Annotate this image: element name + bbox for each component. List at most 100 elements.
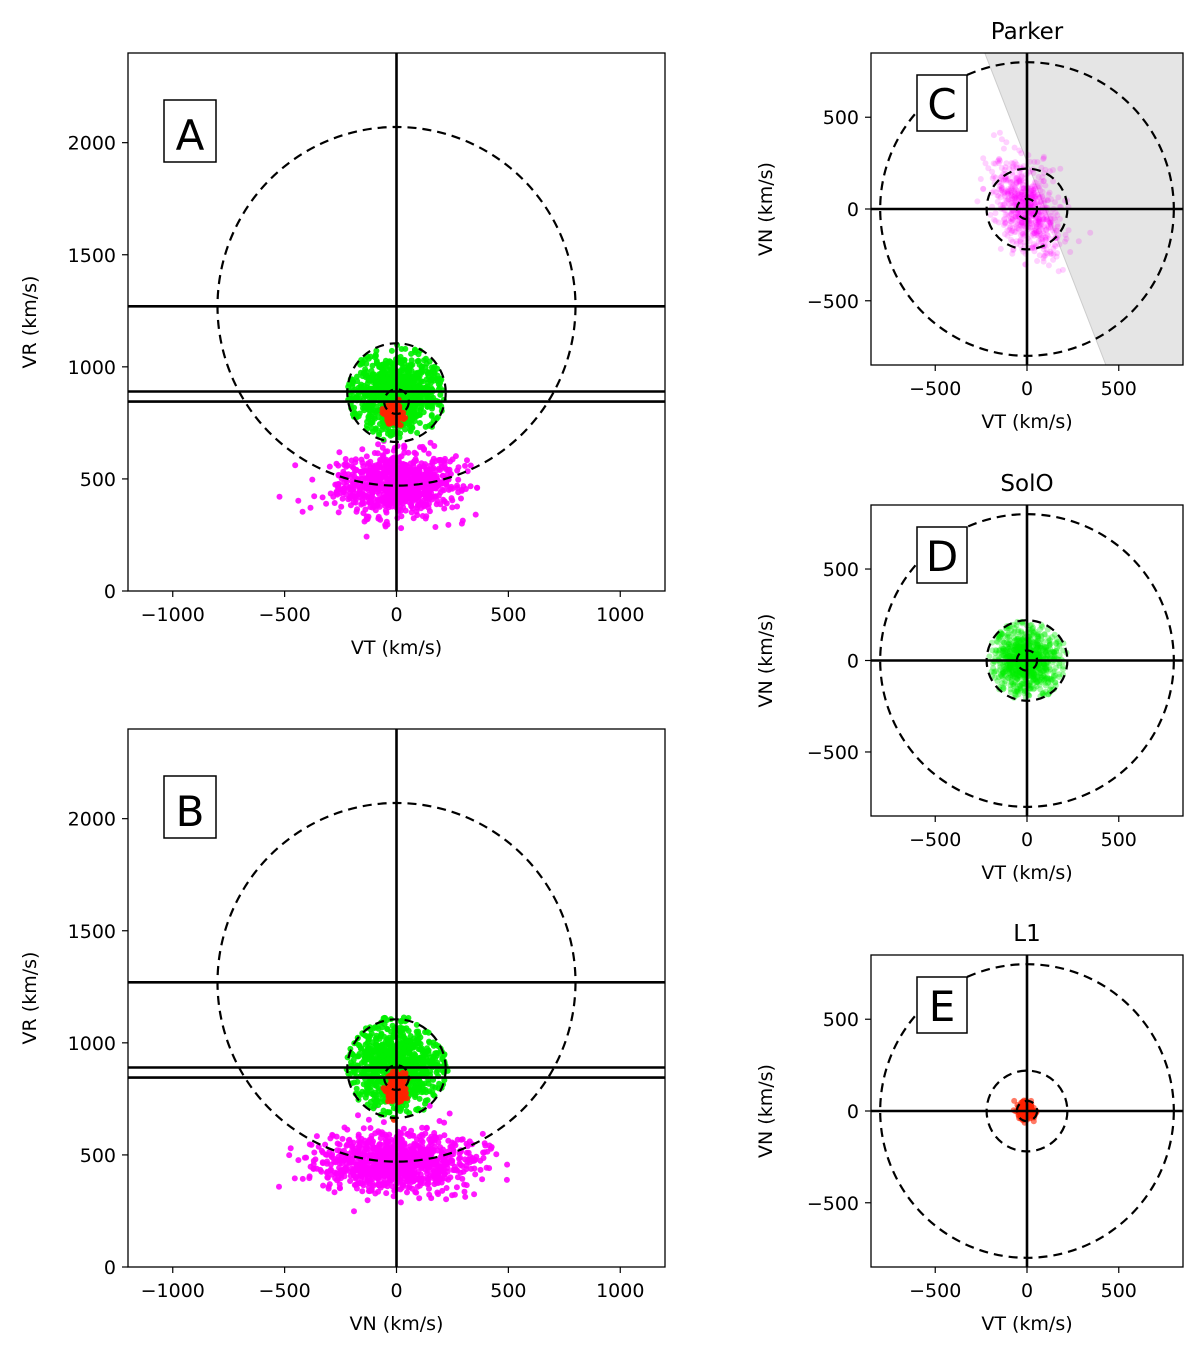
y-axis-label: VN (km/s) [755, 162, 777, 256]
data-point [348, 1165, 355, 1172]
data-point [422, 355, 429, 362]
data-point [1015, 628, 1022, 635]
data-point [1013, 241, 1020, 247]
data-point [1012, 180, 1019, 187]
data-point [384, 1039, 391, 1046]
data-point [453, 1184, 460, 1191]
data-point [1004, 227, 1011, 234]
data-point [1009, 185, 1016, 192]
y-tick-label: 1000 [68, 357, 116, 379]
data-point [408, 503, 415, 510]
data-point [1014, 640, 1021, 647]
data-point [347, 1159, 354, 1166]
x-tick-label: 1000 [596, 1280, 644, 1302]
data-point [992, 160, 999, 167]
data-point [375, 515, 382, 522]
data-point [1019, 184, 1026, 191]
data-point [1031, 230, 1038, 236]
data-point [1019, 189, 1026, 196]
data-point [368, 377, 375, 384]
data-point [1028, 233, 1035, 239]
data-point [1042, 250, 1049, 256]
data-point [357, 468, 364, 475]
data-point [406, 1184, 413, 1190]
data-point [1009, 195, 1016, 202]
data-point [397, 1199, 404, 1206]
data-point [386, 366, 393, 373]
data-point [997, 663, 1004, 670]
data-point [373, 380, 380, 387]
data-point [1019, 202, 1025, 209]
data-point [1033, 221, 1040, 228]
data-point [1010, 199, 1017, 206]
data-point [307, 504, 314, 511]
data-point [1032, 227, 1039, 234]
data-point [368, 367, 375, 374]
data-point [1028, 185, 1034, 192]
data-point [459, 1163, 466, 1169]
data-point [449, 1157, 456, 1164]
data-point [276, 493, 283, 500]
data-point [1043, 231, 1050, 238]
data-point [375, 392, 382, 399]
data-point [411, 347, 418, 354]
data-point [1020, 182, 1027, 188]
data-point [403, 1173, 410, 1180]
data-point [1011, 193, 1017, 200]
data-point [373, 501, 380, 508]
data-point [1006, 212, 1013, 219]
data-point [398, 513, 405, 520]
data-point [1005, 196, 1012, 203]
data-point [1037, 236, 1044, 243]
data-point [1012, 198, 1019, 205]
data-point [459, 517, 466, 524]
data-point [428, 1163, 435, 1170]
data-point [306, 1173, 313, 1180]
data-point [1014, 688, 1021, 695]
data-point [1016, 641, 1023, 648]
data-point [1050, 672, 1057, 679]
data-point [1017, 209, 1024, 216]
data-point [445, 1137, 452, 1144]
data-point [1013, 194, 1020, 201]
data-point [1038, 198, 1044, 205]
data-point [335, 509, 342, 516]
data-point [292, 462, 299, 469]
data-point [419, 1138, 426, 1145]
data-point [425, 1050, 432, 1057]
data-point [1006, 165, 1013, 172]
data-point [1027, 201, 1034, 208]
data-point [1005, 190, 1012, 196]
data-point [1011, 229, 1018, 235]
data-point [1034, 159, 1041, 165]
data-point [433, 473, 440, 480]
data-point [419, 1124, 426, 1131]
data-point [409, 424, 416, 431]
data-point [1019, 648, 1026, 655]
data-point [359, 1188, 366, 1195]
data-point [410, 408, 417, 415]
data-point [354, 1078, 361, 1085]
data-point [363, 1144, 370, 1151]
data-point [1036, 214, 1043, 221]
data-point [1013, 192, 1020, 199]
data-point [1035, 238, 1042, 245]
data-point [384, 458, 391, 465]
data-point [401, 1142, 408, 1149]
data-point [405, 1130, 412, 1137]
data-point [409, 1164, 416, 1171]
data-point [365, 460, 372, 467]
data-point [417, 1055, 423, 1062]
data-point [986, 653, 993, 660]
data-point [1020, 671, 1027, 678]
data-point [338, 1153, 345, 1160]
data-point [430, 1136, 436, 1143]
data-point [382, 494, 389, 501]
data-point [994, 639, 1001, 646]
data-point [418, 365, 425, 372]
data-point [1015, 193, 1022, 200]
data-point [399, 1184, 405, 1191]
y-tick-label: 500 [80, 1145, 116, 1167]
plot-area-A [128, 53, 665, 591]
